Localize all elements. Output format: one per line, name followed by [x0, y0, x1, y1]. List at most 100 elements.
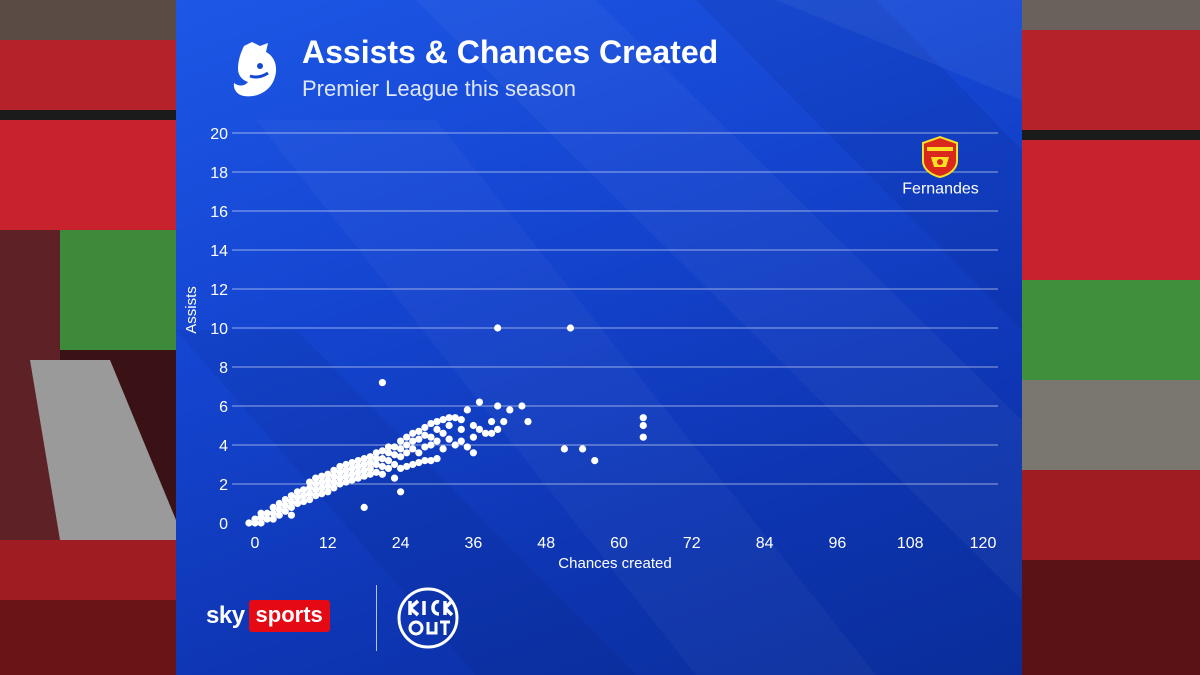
scatter-point [500, 418, 508, 426]
scatter-point [366, 464, 374, 472]
chart-panel: Assists & Chances Created Premier League… [176, 0, 1022, 675]
scatter-point [324, 476, 332, 484]
y-tick-label: 2 [219, 477, 228, 494]
scatter-point [336, 462, 344, 471]
scatter-point [275, 499, 283, 508]
scatter-point [324, 488, 332, 496]
scatter-point [445, 414, 453, 422]
scatter-point [421, 423, 429, 432]
scatter-point [287, 511, 295, 519]
scatter-point [439, 429, 447, 437]
scatter-point [506, 406, 514, 414]
scatter-point [336, 468, 344, 476]
x-tick-label: 120 [970, 535, 997, 552]
premier-league-lion-icon [233, 42, 277, 97]
stadium-background-left [0, 0, 176, 675]
scatter-point [451, 414, 459, 422]
scatter-point [390, 443, 399, 451]
scatter-point [372, 460, 380, 469]
scatter-point [403, 433, 411, 441]
scatter-point [299, 497, 308, 506]
scatter-point [409, 429, 417, 437]
scatter-point [348, 476, 356, 484]
scatter-point [281, 496, 289, 504]
scatter-point [330, 478, 338, 486]
panel-texture [176, 0, 1022, 675]
scatter-point [433, 455, 441, 463]
scatter-point [566, 324, 575, 332]
player-label-fernandes: Fernandes [902, 181, 979, 198]
scatter-point [287, 492, 295, 500]
scatter-point [342, 478, 350, 486]
scatter-point [378, 470, 386, 478]
scatter-point [421, 431, 429, 439]
scatter-point [421, 443, 429, 451]
scatter-point [251, 515, 259, 523]
scatter-point [488, 418, 496, 426]
x-tick-label: 36 [465, 535, 483, 552]
scatter-point [342, 466, 350, 474]
scatter-point [366, 453, 374, 461]
scatter-point [263, 509, 271, 517]
y-tick-label: 8 [219, 360, 228, 377]
x-tick-label: 24 [392, 535, 410, 552]
scatter-point [257, 519, 265, 527]
scatter-point [494, 324, 502, 332]
scatter-point [287, 503, 295, 511]
y-tick-label: 14 [210, 243, 228, 260]
y-tick-label: 16 [210, 204, 228, 221]
scatter-point [293, 494, 302, 502]
scatter-point [293, 488, 302, 496]
scatter-point [579, 445, 587, 453]
x-tick-label: 96 [829, 535, 847, 552]
scatter-point [372, 468, 380, 476]
scatter-point [330, 484, 338, 492]
scatter-point [360, 460, 368, 469]
sports-logo-box: sports [248, 600, 330, 632]
scatter-point [318, 478, 326, 486]
chart-title: Assists & Chances Created [302, 34, 719, 70]
y-tick-label: 6 [219, 399, 228, 416]
scatter-point [415, 435, 423, 443]
scatter-point [639, 421, 647, 430]
scatter-point [409, 445, 417, 453]
scatter-point [384, 443, 393, 451]
x-tick-label: 48 [537, 535, 555, 552]
scatter-point [348, 470, 356, 478]
scatter-point [287, 497, 295, 506]
scatter-point [475, 398, 484, 406]
scatter-point [433, 425, 441, 433]
manchester-united-crest-icon [922, 135, 958, 179]
scatter-point [445, 421, 453, 430]
scatter-point [342, 460, 350, 469]
y-axis-title: Assists [183, 286, 200, 334]
y-tick-label: 18 [210, 165, 228, 182]
scatter-point [306, 496, 314, 504]
scatter-point [494, 402, 502, 410]
scatter-point [433, 437, 441, 445]
scatter-point [457, 416, 465, 424]
scatter-point [403, 441, 411, 449]
sky-sports-logo: sky sports [206, 600, 330, 632]
scatter-point [336, 480, 344, 488]
scatter-point [336, 474, 344, 482]
x-tick-label: 84 [756, 535, 774, 552]
scatter-point [306, 484, 314, 492]
scatter-point [390, 474, 399, 482]
y-tick-label: 12 [210, 282, 228, 299]
kick-it-out-logo [397, 587, 459, 649]
sky-logo-word: sky [206, 602, 245, 629]
scatter-point [378, 379, 386, 387]
scatter-point [348, 458, 356, 467]
chart-subtitle: Premier League this season [302, 76, 576, 101]
scatter-point [397, 453, 405, 461]
scatter-point [275, 505, 283, 513]
scatter-point [366, 458, 374, 467]
scatter-point [324, 482, 332, 490]
scatter-point [299, 486, 308, 494]
scatter-point [360, 472, 368, 480]
scatter-point [457, 425, 465, 433]
scatter-point [427, 457, 435, 465]
scatter-point [481, 429, 490, 437]
scatter-point [433, 418, 441, 426]
